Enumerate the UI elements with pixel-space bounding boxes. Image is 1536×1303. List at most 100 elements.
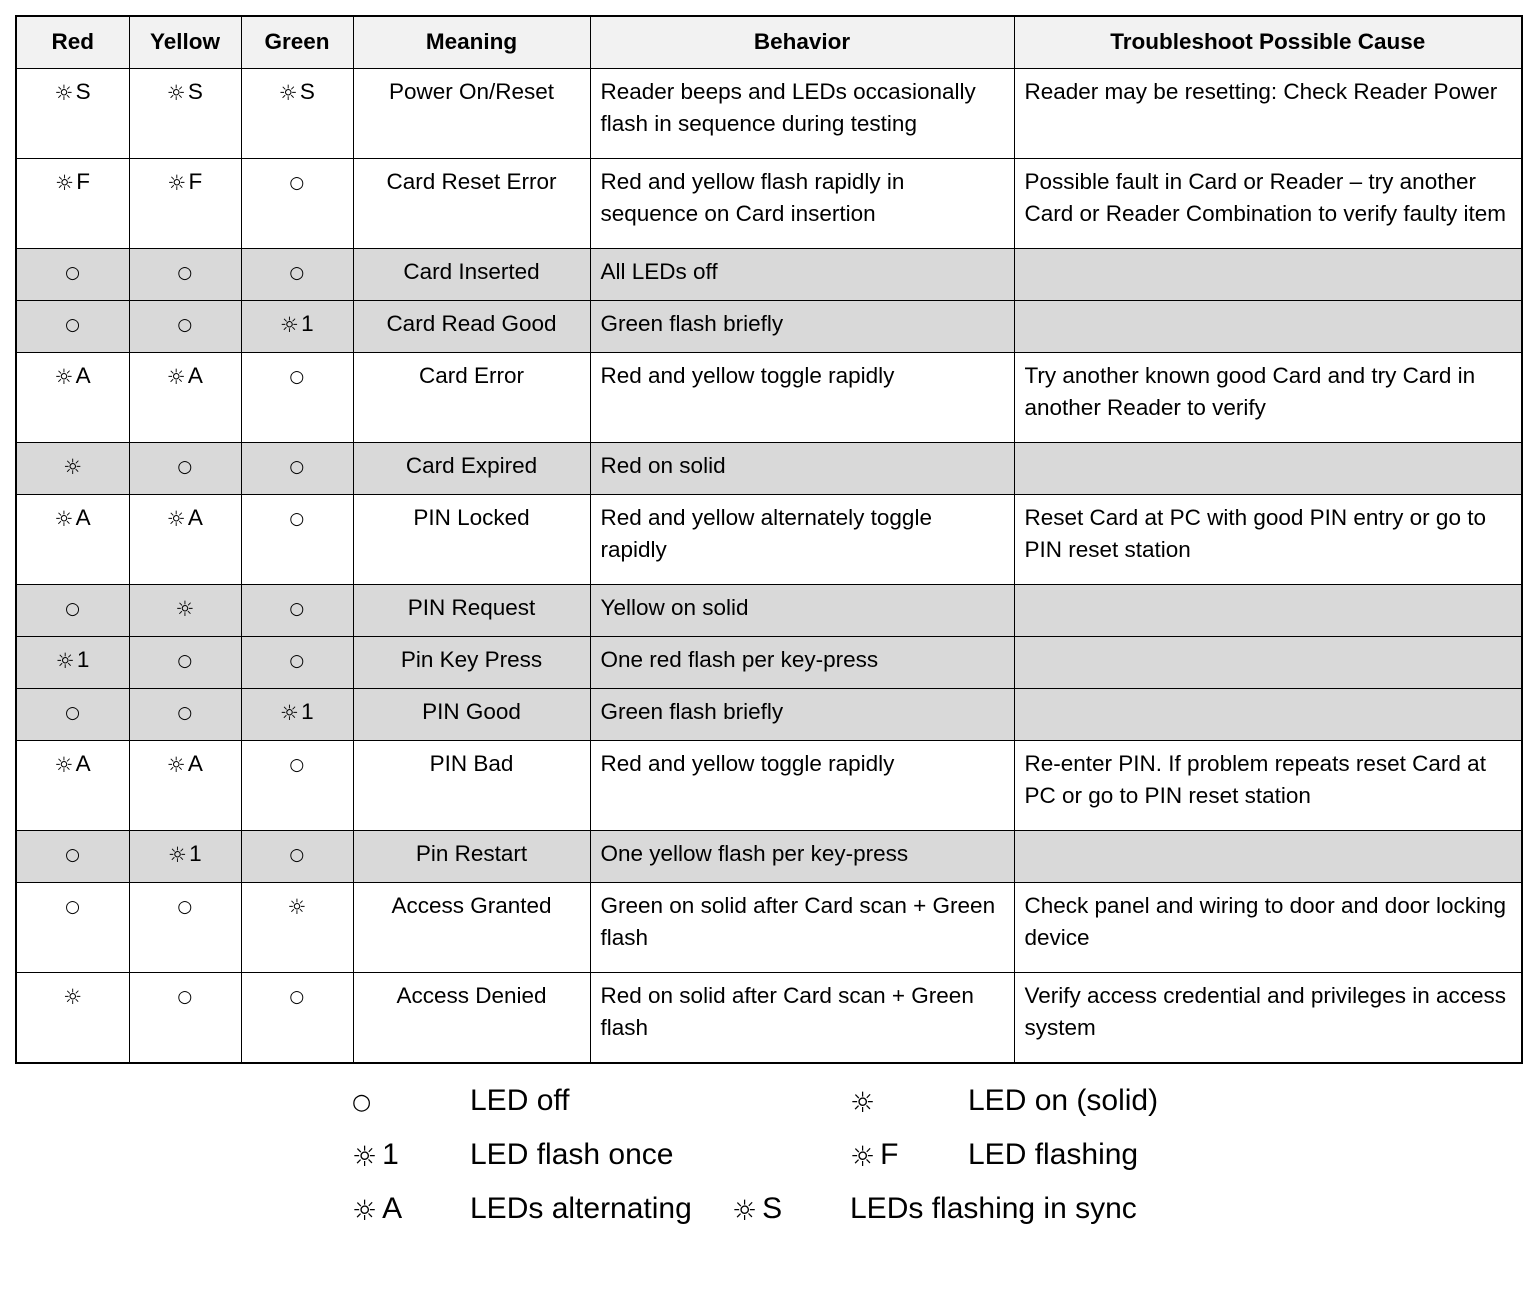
- table-row: ☼ ○ ○ Access Denied Red on solid after Card …: [15, 971, 1523, 1064]
- cell-green-indicator: ☼1: [240, 687, 354, 741]
- cell-yellow-indicator: ○: [128, 441, 242, 495]
- legend-label-left: LED flash once: [470, 1137, 674, 1171]
- cell-troubleshoot-cause: Try another known good Card and try Card…: [1013, 351, 1523, 443]
- cell-red-indicator: ☼: [15, 441, 130, 495]
- led-off-icon: ○: [177, 896, 193, 917]
- led-off-icon: ○: [177, 262, 193, 283]
- cell-meaning: Pin Key Press: [352, 635, 591, 689]
- led-modifier-label: S: [762, 1191, 783, 1225]
- cell-yellow-indicator: ☼A: [128, 739, 242, 831]
- cell-meaning: Card Read Good: [352, 299, 591, 353]
- cell-yellow-indicator: ☼A: [128, 493, 242, 585]
- cell-meaning: PIN Bad: [352, 739, 591, 831]
- cell-red-indicator: ☼A: [15, 739, 130, 831]
- led-on-icon: ☼: [166, 752, 186, 777]
- table-row: ☼S ☼S ☼S Power On/Reset Reader beeps and LED…: [15, 67, 1523, 159]
- led-on-icon: ☼: [175, 596, 195, 621]
- cell-meaning: Card Reset Error: [352, 157, 591, 249]
- led-on-icon: ☼: [166, 80, 186, 105]
- led-modifier-label: F: [880, 1137, 899, 1171]
- led-modifier-label: F: [76, 168, 91, 194]
- cell-red-indicator: ○: [15, 687, 130, 741]
- table-row: ○ ☼ ○ PIN Request Yellow on solid: [15, 583, 1523, 637]
- cell-green-indicator: ○: [240, 635, 354, 689]
- led-off-icon: ○: [177, 650, 193, 671]
- led-on-icon: ☼: [54, 170, 75, 195]
- cell-yellow-indicator: ☼: [128, 583, 242, 637]
- led-off-icon: ○: [289, 986, 305, 1007]
- led-on-icon: ☼: [63, 454, 83, 479]
- cell-troubleshoot-cause: Verify access credential and privileges …: [1013, 971, 1523, 1064]
- cell-behavior: Red on solid: [589, 441, 1015, 495]
- cell-red-indicator: ☼S: [15, 67, 130, 159]
- led-on-icon: ☼: [54, 364, 74, 389]
- legend-symbol-left: ☼ A: [352, 1193, 470, 1224]
- cell-yellow-indicator: ☼F: [128, 157, 242, 249]
- led-on-icon: ☼: [850, 1139, 876, 1173]
- cell-behavior: Red and yellow toggle rapidly: [589, 351, 1015, 443]
- table-body: ☼S ☼S ☼S Power On/Reset Reader beeps and LED…: [15, 67, 1523, 1064]
- column-header-meaning: Meaning: [352, 15, 591, 69]
- cell-green-indicator: ☼: [240, 881, 354, 973]
- cell-troubleshoot-cause: [1013, 829, 1523, 883]
- cell-behavior: Red on solid after Card scan + Green fla…: [589, 971, 1015, 1064]
- led-off-icon: ○: [177, 986, 193, 1007]
- led-off-icon: ○: [289, 650, 305, 671]
- led-on-icon: ☼: [278, 80, 298, 105]
- led-on-icon: ☼: [55, 648, 75, 673]
- led-status-table: Red Yellow Green Meaning Behavior Troubl…: [15, 15, 1523, 1064]
- cell-green-indicator: ○: [240, 739, 354, 831]
- led-modifier-label: S: [75, 78, 92, 104]
- led-modifier-label: A: [75, 504, 92, 530]
- cell-meaning: PIN Locked: [352, 493, 591, 585]
- led-modifier-label: F: [188, 168, 203, 194]
- led-on-icon: ☼: [279, 700, 300, 725]
- column-header-red: Red: [15, 15, 130, 69]
- cell-behavior: Green on solid after Card scan + Green f…: [589, 881, 1015, 973]
- cell-behavior: All LEDs off: [589, 247, 1015, 301]
- cell-red-indicator: ☼A: [15, 493, 130, 585]
- led-on-icon: ☼: [166, 506, 186, 531]
- cell-green-indicator: ○: [240, 157, 354, 249]
- legend-symbol-left: ○: [352, 1086, 470, 1116]
- legend-label-right: LED flashing: [968, 1137, 1139, 1171]
- cell-behavior: One yellow flash per key-press: [589, 829, 1015, 883]
- legend-symbol-right: ☼: [850, 1086, 968, 1116]
- led-off-icon: ○: [289, 598, 305, 619]
- legend-label-right: LEDs flashing in sync: [850, 1191, 1137, 1225]
- led-on-icon: ☼: [167, 842, 188, 867]
- legend-row: ☼ A LEDs alternating ☼ S LEDs flashing in syn…: [352, 1191, 1520, 1248]
- led-off-icon: ○: [65, 896, 81, 917]
- led-off-icon: ○: [289, 754, 305, 775]
- table-row: ○ ○ ☼1 PIN Good Green flash briefly: [15, 687, 1523, 741]
- column-header-green: Green: [240, 15, 354, 69]
- legend-symbol-left: ☼ 1: [352, 1139, 470, 1173]
- cell-troubleshoot-cause: [1013, 299, 1523, 353]
- table-header: Red Yellow Green Meaning Behavior Troubl…: [15, 15, 1523, 69]
- cell-yellow-indicator: ○: [128, 299, 242, 353]
- led-on-icon: ☼: [167, 170, 187, 195]
- legend-label-right: LED on (solid): [968, 1083, 1159, 1117]
- cell-meaning: Card Inserted: [352, 247, 591, 301]
- led-off-icon: ○: [65, 314, 81, 335]
- cell-meaning: Card Error: [352, 351, 591, 443]
- cell-red-indicator: ☼A: [15, 351, 130, 443]
- led-on-icon: ☼: [850, 1085, 876, 1119]
- table-row: ☼A ☼A ○ PIN Locked Red and yellow alternatel…: [15, 493, 1523, 585]
- cell-green-indicator: ○: [240, 441, 354, 495]
- led-on-icon: ☼: [63, 984, 83, 1009]
- led-on-icon: ☼: [287, 894, 307, 919]
- led-off-icon: ○: [177, 456, 193, 477]
- cell-green-indicator: ○: [240, 829, 354, 883]
- cell-behavior: Green flash briefly: [589, 299, 1015, 353]
- cell-behavior: Green flash briefly: [589, 687, 1015, 741]
- led-on-icon: ☼: [352, 1139, 378, 1173]
- cell-red-indicator: ☼1: [15, 635, 130, 689]
- cell-troubleshoot-cause: Reset Card at PC with good PIN entry or …: [1013, 493, 1523, 585]
- cell-green-indicator: ○: [240, 971, 354, 1064]
- table-header-row: Red Yellow Green Meaning Behavior Troubl…: [15, 15, 1523, 69]
- cell-red-indicator: ○: [15, 829, 130, 883]
- led-modifier-label: 1: [189, 840, 203, 866]
- table-row: ○ ○ ☼ Access Granted Green on solid after Ca…: [15, 881, 1523, 973]
